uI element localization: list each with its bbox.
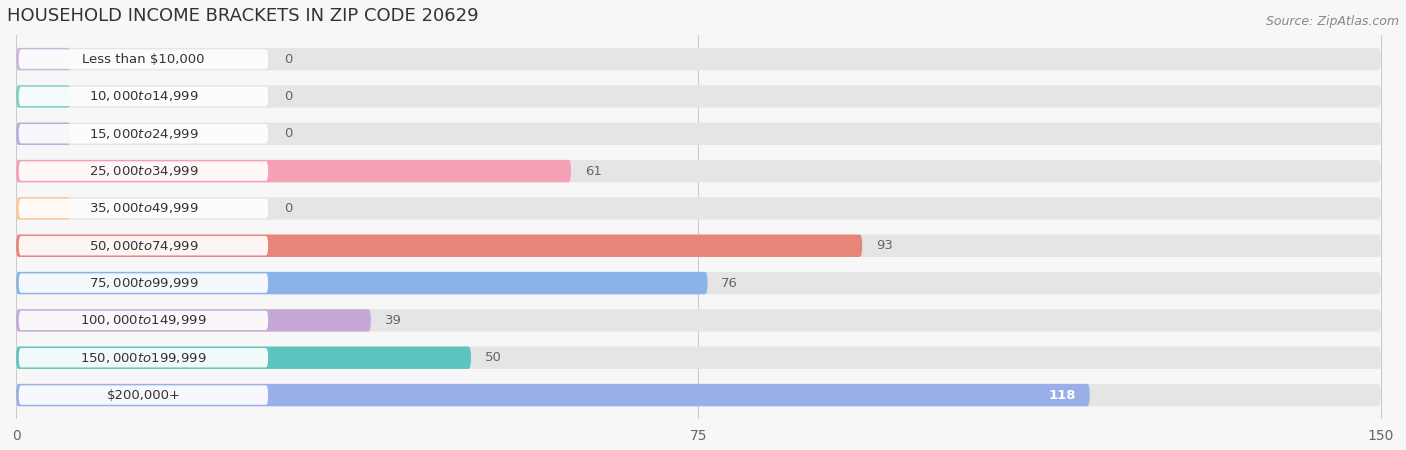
Text: $50,000 to $74,999: $50,000 to $74,999 [89, 239, 198, 253]
Text: $75,000 to $99,999: $75,000 to $99,999 [89, 276, 198, 290]
Text: 93: 93 [876, 239, 893, 252]
Text: $150,000 to $199,999: $150,000 to $199,999 [80, 351, 207, 365]
FancyBboxPatch shape [15, 160, 1381, 182]
FancyBboxPatch shape [15, 384, 1381, 406]
FancyBboxPatch shape [15, 122, 1381, 145]
Text: HOUSEHOLD INCOME BRACKETS IN ZIP CODE 20629: HOUSEHOLD INCOME BRACKETS IN ZIP CODE 20… [7, 7, 478, 25]
Text: 0: 0 [284, 127, 292, 140]
FancyBboxPatch shape [18, 162, 269, 181]
FancyBboxPatch shape [18, 199, 269, 218]
FancyBboxPatch shape [15, 122, 70, 145]
FancyBboxPatch shape [18, 385, 269, 405]
FancyBboxPatch shape [15, 197, 70, 220]
Text: $25,000 to $34,999: $25,000 to $34,999 [89, 164, 198, 178]
FancyBboxPatch shape [18, 236, 269, 256]
FancyBboxPatch shape [15, 234, 1381, 257]
FancyBboxPatch shape [15, 384, 1090, 406]
Text: 0: 0 [284, 202, 292, 215]
FancyBboxPatch shape [15, 234, 862, 257]
FancyBboxPatch shape [18, 50, 269, 69]
Text: 0: 0 [284, 53, 292, 66]
Text: $15,000 to $24,999: $15,000 to $24,999 [89, 127, 198, 141]
Text: $35,000 to $49,999: $35,000 to $49,999 [89, 202, 198, 216]
Text: 118: 118 [1049, 388, 1076, 401]
FancyBboxPatch shape [18, 87, 269, 106]
Text: 0: 0 [284, 90, 292, 103]
FancyBboxPatch shape [15, 48, 1381, 70]
Text: Less than $10,000: Less than $10,000 [82, 53, 205, 66]
Text: $200,000+: $200,000+ [107, 388, 180, 401]
FancyBboxPatch shape [15, 272, 1381, 294]
Text: Source: ZipAtlas.com: Source: ZipAtlas.com [1265, 15, 1399, 28]
Text: 76: 76 [721, 277, 738, 290]
FancyBboxPatch shape [15, 48, 70, 70]
FancyBboxPatch shape [18, 348, 269, 368]
FancyBboxPatch shape [15, 346, 471, 369]
FancyBboxPatch shape [15, 85, 70, 108]
FancyBboxPatch shape [18, 310, 269, 330]
FancyBboxPatch shape [15, 197, 1381, 220]
FancyBboxPatch shape [15, 346, 1381, 369]
Text: 39: 39 [385, 314, 402, 327]
FancyBboxPatch shape [18, 273, 269, 293]
FancyBboxPatch shape [15, 272, 707, 294]
FancyBboxPatch shape [15, 85, 1381, 108]
Text: $100,000 to $149,999: $100,000 to $149,999 [80, 313, 207, 328]
Text: $10,000 to $14,999: $10,000 to $14,999 [89, 90, 198, 104]
Text: 50: 50 [485, 351, 502, 364]
FancyBboxPatch shape [18, 124, 269, 144]
Text: 61: 61 [585, 165, 602, 178]
FancyBboxPatch shape [15, 160, 571, 182]
FancyBboxPatch shape [15, 309, 371, 332]
FancyBboxPatch shape [15, 309, 1381, 332]
